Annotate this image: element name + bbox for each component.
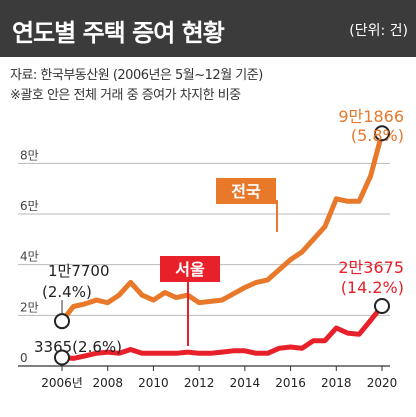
- y-tick-label: 2만: [20, 300, 39, 314]
- x-tick-label: 2020: [367, 376, 398, 390]
- annotation-label: 1만7700: [48, 262, 110, 280]
- x-tick-label: 2006년: [41, 376, 83, 390]
- y-tick-label: 4만: [20, 250, 39, 264]
- x-tick-label: 2012: [184, 376, 215, 390]
- share-note: ※괄호 안은 전체 거래 중 증여가 차지한 비중: [10, 88, 241, 103]
- unit-label: (단위: 건): [349, 23, 408, 39]
- annotation-label: (14.2%): [341, 278, 404, 297]
- y-tick-label: 8만: [20, 148, 39, 162]
- x-tick-label: 2010: [138, 376, 169, 390]
- series-label-seoul: 서울: [175, 260, 205, 279]
- y-tick-label: 6만: [20, 199, 39, 213]
- endpoint-marker: [374, 298, 390, 315]
- annotation-label: 9만1866: [338, 107, 404, 126]
- series-line-nation: [59, 130, 385, 324]
- series-label-box-seoul: [160, 256, 220, 282]
- annotation-label: (2.4%): [42, 283, 92, 301]
- x-tick-label: 2014: [230, 376, 261, 390]
- endpoint-marker: [374, 125, 390, 142]
- x-tick-label: 2016: [275, 376, 306, 390]
- endpoint-marker: [54, 313, 70, 330]
- y-tick-label: 0: [20, 351, 28, 365]
- title-bar: 연도별 주택 증여 현황 (단위: 건): [0, 0, 416, 57]
- endpoint-marker: [54, 349, 70, 366]
- annotation-label: 2만3675: [338, 258, 404, 277]
- chart-title: 연도별 주택 증여 현황: [12, 19, 225, 47]
- x-tick-label: 2008: [92, 376, 123, 390]
- x-tick-label: 2018: [321, 376, 352, 390]
- series-line-seoul: [59, 303, 385, 361]
- series-label-box-nation: [216, 178, 276, 204]
- annotation-label: 3365(2.6%): [34, 338, 122, 356]
- annotation-label: (5.8%): [351, 126, 404, 145]
- series-label-nation: 전국: [231, 182, 261, 201]
- source-note: 자료: 한국부동산원 (2006년은 5월~12월 기준): [10, 68, 263, 83]
